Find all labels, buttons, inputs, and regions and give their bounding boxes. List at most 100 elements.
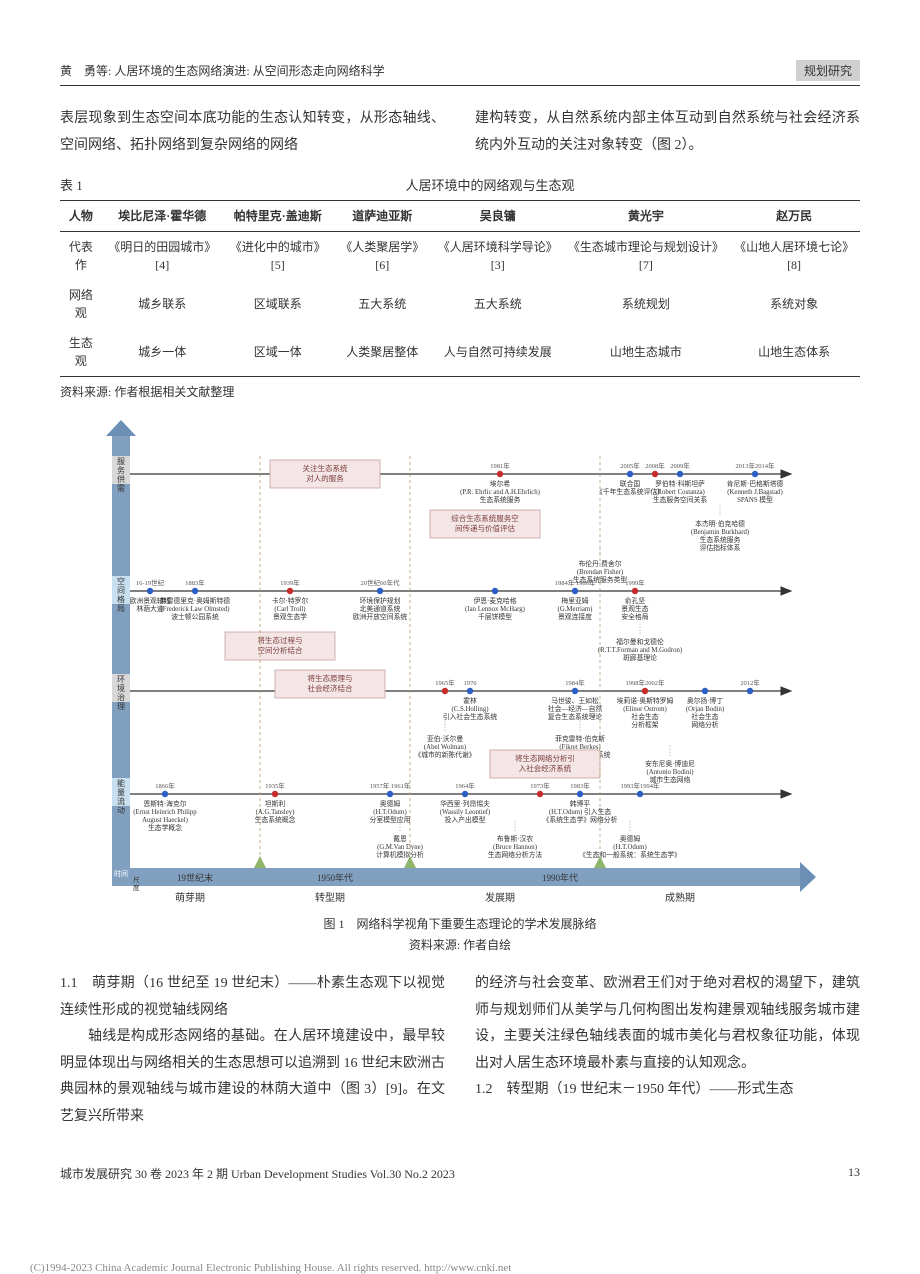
- svg-text:1965年: 1965年: [435, 678, 455, 687]
- svg-text:度: 度: [133, 883, 140, 892]
- svg-text:环境保护规划北美通道系统欧洲开放空间系统: 环境保护规划北美通道系统欧洲开放空间系统: [353, 596, 408, 621]
- table-label: 表 1: [60, 175, 120, 194]
- svg-text:梅里亚姆(G.Merriam)景观连接度: 梅里亚姆(G.Merriam)景观连接度: [558, 596, 593, 621]
- svg-text:发展期: 发展期: [485, 891, 515, 904]
- table-header-cell: 黄光宇: [564, 201, 728, 232]
- svg-text:霍林(C.S.Holling)引入社会生态系统: 霍林(C.S.Holling)引入社会生态系统: [443, 696, 498, 721]
- figure-1-caption: 图 1 网络科学视角下重要生态理论的学术发展脉络 资料来源: 作者自绘: [60, 914, 860, 955]
- svg-text:1998年2002年: 1998年2002年: [626, 678, 666, 687]
- table-cell: 系统规划: [564, 280, 728, 328]
- svg-text:福尔曼和戈德伦(R.T.T.Forman and M.God: 福尔曼和戈德伦(R.T.T.Forman and M.Godron)斑廊基理论: [598, 637, 682, 662]
- intro-paragraph: 表层现象到生态空间本底功能的生态认知转变，从形态轴线、空间网络、拓扑网络到复杂网…: [60, 106, 860, 159]
- svg-text:服务供需: 服务供需: [117, 457, 125, 493]
- svg-text:时间: 时间: [114, 869, 128, 878]
- svg-text:恩斯特·海克尔(Ernst Heinrich Philipp: 恩斯特·海克尔(Ernst Heinrich PhilippAugust Hae…: [133, 799, 197, 832]
- svg-text:亚伯·沃尔曼(Abel Wolman)《城市的新陈代谢》: 亚伯·沃尔曼(Abel Wolman)《城市的新陈代谢》: [414, 734, 475, 759]
- svg-text:肯尼斯·巴格斯塔德(Kenneth J.Bagstad)SP: 肯尼斯·巴格斯塔德(Kenneth J.Bagstad)SPANS 模型: [727, 479, 784, 504]
- svg-text:埃尔希(P.R. Ehrlic and A.H.Ehrlic: 埃尔希(P.R. Ehrlic and A.H.Ehrlich)生态系统服务: [460, 479, 540, 504]
- body-right-col: 的经济与社会变革、欧洲君王们对于绝对君权的渴望下，建筑师与规划师们从美学与几何构…: [475, 971, 860, 1131]
- svg-text:卡尔·特罗尔(Carl Troll)景观生态学: 卡尔·特罗尔(Carl Troll)景观生态学: [272, 596, 308, 621]
- table-row: 生态观城乡一体区域一体人类聚居整体人与自然可持续发展山地生态城市山地生态体系: [60, 328, 860, 377]
- svg-text:1964年: 1964年: [455, 781, 475, 790]
- svg-text:1990年代: 1990年代: [542, 872, 578, 883]
- section-1-2-heading: 1.2 转型期（19 世纪末－1950 年代）——形式生态: [475, 1077, 860, 1104]
- table-source-note: 资料来源: 作者根据相关文献整理: [60, 383, 860, 400]
- svg-text:1983年: 1983年: [570, 781, 590, 790]
- table-cell: 系统对象: [728, 280, 860, 328]
- table-cell: 《山地人居环境七论》[8]: [728, 232, 860, 281]
- table-title: 人居环境中的网络观与生态观: [120, 175, 860, 194]
- page-number: 13: [848, 1165, 860, 1182]
- svg-text:马世骏、王如松社会—经济—自然复合生态系统理论: 马世骏、王如松社会—经济—自然复合生态系统理论: [548, 696, 603, 721]
- svg-text:萌芽期: 萌芽期: [175, 891, 205, 904]
- table-cell: 五大系统: [333, 280, 432, 328]
- svg-text:成熟期: 成熟期: [665, 891, 695, 904]
- table-cell: 城乡一体: [102, 328, 223, 377]
- svg-text:罗伯特·科斯坦萨(Robert Costanza)生态服务空: 罗伯特·科斯坦萨(Robert Costanza)生态服务空间关系: [653, 479, 708, 504]
- header-left: 黄 勇等: 人居环境的生态网络演进: 从空间形态走向网络科学: [60, 62, 385, 79]
- svg-text:戴恩(G.M.Van Dyne)计算机模拟分析: 戴恩(G.M.Van Dyne)计算机模拟分析: [376, 834, 424, 859]
- svg-text:布鲁斯·汉农(Bruce Hannon)生态网络分析方法: 布鲁斯·汉农(Bruce Hannon)生态网络分析方法: [488, 834, 543, 859]
- svg-text:1984年 1986年: 1984年 1986年: [555, 578, 596, 587]
- table-cell: 五大系统: [432, 280, 564, 328]
- svg-text:16-19世纪: 16-19世纪: [136, 578, 165, 587]
- figure-source: 资料来源: 作者自绘: [60, 935, 860, 955]
- svg-text:20世纪60年代: 20世纪60年代: [361, 578, 401, 587]
- table-header-cell: 帕特里克·盖迪斯: [223, 201, 333, 232]
- svg-text:1935年: 1935年: [265, 781, 285, 790]
- svg-text:1939年: 1939年: [280, 578, 300, 587]
- table-cell: 生态观: [60, 328, 102, 377]
- svg-text:俞孔坚景观生态安全格局: 俞孔坚景观生态安全格局: [621, 596, 648, 621]
- svg-text:2013年2014年: 2013年2014年: [736, 461, 776, 470]
- svg-text:19世纪末: 19世纪末: [177, 872, 213, 883]
- table-cell: 《生态城市理论与规划设计》[7]: [564, 232, 728, 281]
- table-header-cell: 赵万民: [728, 201, 860, 232]
- table-header-cell: 埃比尼泽·霍华德: [102, 201, 223, 232]
- svg-text:2012年: 2012年: [740, 678, 760, 687]
- intro-right: 建构转变，从自然系统内部主体互动到自然系统与社会经济系统内外互动的关注对象转变（…: [475, 106, 860, 159]
- table-header-cell: 道萨迪亚斯: [333, 201, 432, 232]
- table-cell: 区域联系: [223, 280, 333, 328]
- svg-text:2005年: 2005年: [620, 461, 640, 470]
- copyright-line: (C)1994-2023 China Academic Journal Elec…: [0, 1262, 920, 1274]
- table-cell: 《人类聚居学》[6]: [333, 232, 432, 281]
- svg-text:能量流动: 能量流动: [117, 778, 125, 815]
- svg-text:奥德姆(H.T.Odum)分室模型应用: 奥德姆(H.T.Odum)分室模型应用: [370, 799, 411, 824]
- svg-text:安东尼奥·博迪尼(Antonio Bodini)城市生态网络: 安东尼奥·博迪尼(Antonio Bodini)城市生态网络: [645, 759, 695, 784]
- table-cell: 山地生态城市: [564, 328, 728, 377]
- svg-text:奥德姆(H.T.Odum)《生态和一般系统：系统生态学》: 奥德姆(H.T.Odum)《生态和一般系统：系统生态学》: [579, 834, 681, 859]
- page-header: 黄 勇等: 人居环境的生态网络演进: 从空间形态走向网络科学 规划研究: [60, 60, 860, 86]
- table-cell: 《进化中的城市》[5]: [223, 232, 333, 281]
- figure-1: 服务供需空间格局环境治理能量流动1981年埃尔希(P.R. Ehrlic and…: [60, 416, 860, 955]
- table-row: 代表作《明日的田园城市》[4]《进化中的城市》[5]《人类聚居学》[6]《人居环…: [60, 232, 860, 281]
- svg-text:2008年: 2008年: [645, 461, 665, 470]
- svg-text:1999年: 1999年: [625, 578, 645, 587]
- svg-text:华西里·列昂惕夫(Wassily Leontief)投入产出: 华西里·列昂惕夫(Wassily Leontief)投入产出模型: [440, 799, 491, 824]
- table-cell: 网络观: [60, 280, 102, 328]
- svg-text:转型期: 转型期: [315, 891, 345, 904]
- network-ecology-table: 人物埃比尼泽·霍华德帕特里克·盖迪斯道萨迪亚斯吴良镛黄光宇赵万民 代表作《明日的…: [60, 200, 860, 377]
- svg-text:奥尔扬·博丁(Orjan Bodin)社会生态网络分析: 奥尔扬·博丁(Orjan Bodin)社会生态网络分析: [686, 696, 724, 729]
- table-cell: 区域一体: [223, 328, 333, 377]
- svg-text:1981年: 1981年: [490, 461, 510, 470]
- page-footer: 城市发展研究 30 卷 2023 年 2 期 Urban Development…: [60, 1161, 860, 1182]
- header-category: 规划研究: [796, 60, 860, 81]
- section-1-1-heading: 1.1 萌芽期（16 世纪至 19 世纪末）——朴素生态观下以视觉连续性形成的视…: [60, 971, 445, 1024]
- svg-text:1973年: 1973年: [530, 781, 550, 790]
- svg-text:坦斯利(A.G.Tansley)生态系统概念: 坦斯利(A.G.Tansley)生态系统概念: [255, 799, 296, 824]
- svg-text:1866年: 1866年: [155, 781, 175, 790]
- svg-text:本杰明·伯克哈德(Benjamin Burkhard)生态系: 本杰明·伯克哈德(Benjamin Burkhard)生态系统服务评估指标体系: [691, 519, 749, 552]
- svg-text:1957年 1961年: 1957年 1961年: [370, 781, 411, 790]
- svg-text:空间格局: 空间格局: [117, 576, 125, 613]
- svg-text:1883年: 1883年: [185, 578, 205, 587]
- svg-text:埃莉诺·奥斯特罗姆(Elinor Ostrom)社会生态分析: 埃莉诺·奥斯特罗姆(Elinor Ostrom)社会生态分析框架: [617, 696, 674, 729]
- section-1-1-right: 的经济与社会变革、欧洲君王们对于绝对君权的渴望下，建筑师与规划师们从美学与几何构…: [475, 971, 860, 1077]
- svg-text:尺: 尺: [133, 876, 140, 884]
- table-cell: 山地生态体系: [728, 328, 860, 377]
- table-cell: 人与自然可持续发展: [432, 328, 564, 377]
- figure-caption-text: 图 1 网络科学视角下重要生态理论的学术发展脉络: [60, 914, 860, 934]
- table-cell: 《人居环境科学导论》[3]: [432, 232, 564, 281]
- section-1-1-text: 轴线是构成形态网络的基础。在人居环境建设中，最早较明显体现出与网络相关的生态思想…: [60, 1024, 445, 1130]
- table-row: 网络观城乡联系区域联系五大系统五大系统系统规划系统对象: [60, 280, 860, 328]
- svg-text:韩博平(H.T.Odum) 引入生态《系统生态学》网络分析: 韩博平(H.T.Odum) 引入生态《系统生态学》网络分析: [543, 799, 618, 824]
